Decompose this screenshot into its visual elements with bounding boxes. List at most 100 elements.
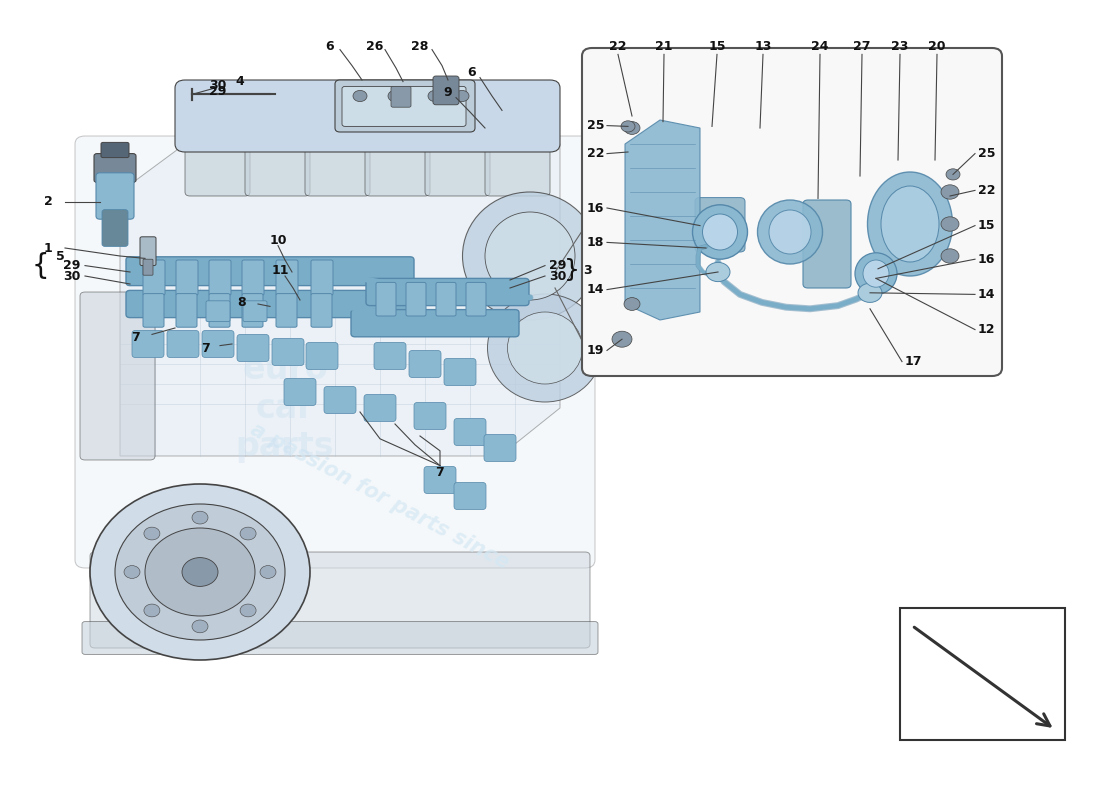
FancyBboxPatch shape [242,260,264,295]
FancyBboxPatch shape [364,394,396,422]
FancyBboxPatch shape [390,86,411,107]
Ellipse shape [769,210,811,254]
Circle shape [428,90,442,102]
Circle shape [124,566,140,578]
FancyBboxPatch shape [80,292,155,460]
Circle shape [858,283,882,302]
Circle shape [192,620,208,633]
FancyBboxPatch shape [143,259,153,275]
FancyBboxPatch shape [75,136,595,568]
FancyBboxPatch shape [376,282,396,316]
FancyBboxPatch shape [374,342,406,370]
Ellipse shape [487,294,603,402]
Text: 15: 15 [978,219,996,232]
Polygon shape [120,144,560,456]
FancyBboxPatch shape [143,260,165,295]
Text: 14: 14 [586,283,604,296]
Text: 4: 4 [235,75,244,88]
FancyBboxPatch shape [209,260,231,295]
Text: 22: 22 [586,147,604,160]
Ellipse shape [758,200,823,264]
Circle shape [90,484,310,660]
FancyBboxPatch shape [695,198,745,252]
FancyBboxPatch shape [311,294,332,327]
Text: 21: 21 [656,40,673,53]
Ellipse shape [864,260,889,287]
FancyBboxPatch shape [276,294,297,327]
Text: 28: 28 [411,40,429,53]
FancyBboxPatch shape [175,80,560,152]
Ellipse shape [693,205,748,259]
FancyBboxPatch shape [90,552,590,648]
Text: 3: 3 [584,264,592,277]
Text: 2: 2 [44,195,53,208]
Circle shape [455,90,469,102]
Text: 7: 7 [200,342,209,354]
FancyBboxPatch shape [306,342,338,370]
Text: 30: 30 [64,270,80,282]
FancyBboxPatch shape [433,76,459,105]
Text: 15: 15 [708,40,726,53]
Circle shape [240,604,256,617]
FancyBboxPatch shape [582,48,1002,376]
Text: 22: 22 [609,40,627,53]
Circle shape [192,511,208,524]
FancyBboxPatch shape [324,386,356,414]
FancyBboxPatch shape [272,338,304,366]
Text: 29: 29 [64,259,80,272]
Text: 25: 25 [586,119,604,132]
Text: 22: 22 [978,184,996,197]
Text: euro
car
parts: euro car parts [235,354,334,462]
FancyBboxPatch shape [206,301,230,322]
FancyBboxPatch shape [82,622,598,654]
Text: 16: 16 [586,202,604,214]
Text: 20: 20 [928,40,946,53]
Circle shape [116,504,285,640]
FancyBboxPatch shape [454,482,486,510]
Text: 18: 18 [586,236,604,249]
Text: 6: 6 [326,40,334,53]
Text: 16: 16 [978,253,996,266]
FancyBboxPatch shape [342,86,466,126]
Text: 27: 27 [854,40,871,53]
Text: }: } [564,258,580,282]
Ellipse shape [507,312,583,384]
FancyBboxPatch shape [167,330,199,358]
Polygon shape [625,120,700,320]
FancyBboxPatch shape [209,294,230,327]
Text: 14: 14 [978,288,996,301]
FancyBboxPatch shape [454,418,486,446]
Circle shape [388,90,401,102]
FancyBboxPatch shape [143,294,164,327]
Text: 6: 6 [468,66,476,78]
Text: 19: 19 [586,344,604,357]
Text: 29: 29 [549,259,566,272]
Text: 30: 30 [209,79,227,92]
FancyBboxPatch shape [484,434,516,462]
FancyBboxPatch shape [425,108,490,196]
FancyBboxPatch shape [365,108,430,196]
FancyBboxPatch shape [305,108,370,196]
Circle shape [145,528,255,616]
Text: 7: 7 [132,331,141,344]
Text: 7: 7 [436,466,444,478]
FancyBboxPatch shape [284,378,316,406]
Circle shape [260,566,276,578]
Text: 24: 24 [812,40,828,53]
Circle shape [940,185,959,199]
Text: 17: 17 [905,355,923,368]
Text: 1: 1 [44,242,53,254]
FancyBboxPatch shape [245,108,310,196]
FancyBboxPatch shape [94,154,136,182]
Text: 9: 9 [443,86,452,98]
FancyBboxPatch shape [466,282,486,316]
FancyBboxPatch shape [132,330,164,358]
Circle shape [612,331,632,347]
Circle shape [940,249,959,263]
FancyBboxPatch shape [351,310,519,337]
Text: 29: 29 [209,85,227,98]
Ellipse shape [881,186,939,262]
FancyBboxPatch shape [242,294,263,327]
FancyBboxPatch shape [406,282,426,316]
Circle shape [353,90,367,102]
